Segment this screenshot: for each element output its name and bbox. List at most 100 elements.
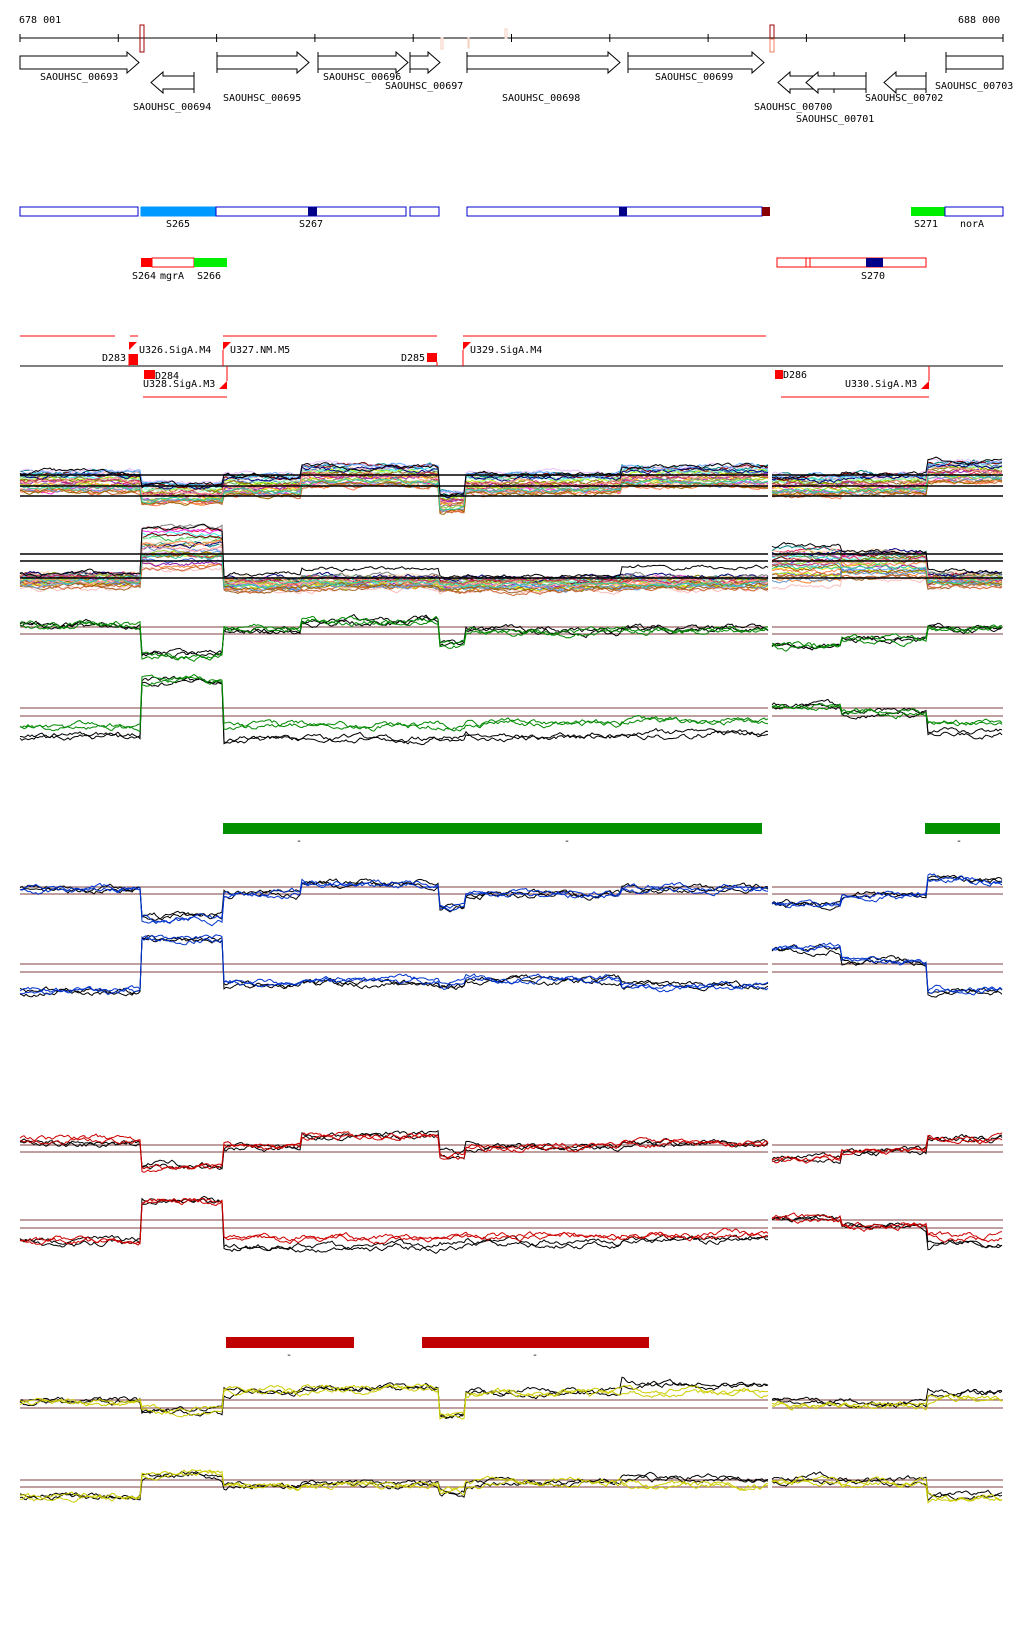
feature-S264[interactable] <box>141 258 152 267</box>
gene-arrow-SAOUHSC_00697[interactable] <box>409 50 441 75</box>
segment-bar[interactable] <box>226 1337 354 1348</box>
profile-series-colored <box>19 880 769 927</box>
feature-mgrA[interactable] <box>151 257 195 268</box>
profile-series-black <box>19 613 769 657</box>
feature-segment[interactable] <box>776 257 927 268</box>
gene-arrow-SAOUHSC_00702[interactable] <box>883 70 927 95</box>
feature-S266[interactable] <box>194 258 227 267</box>
gene-label[interactable]: SAOUHSC_00700 <box>754 102 832 113</box>
gene-label[interactable]: SAOUHSC_00702 <box>865 93 943 104</box>
profile-series-colored <box>771 944 1003 996</box>
profile-series-colored <box>771 1215 1003 1243</box>
gene-label[interactable]: SAOUHSC_00696 <box>323 72 401 83</box>
position-marker <box>467 37 470 49</box>
transcript-label: D285 <box>401 353 425 364</box>
feature-S271[interactable] <box>911 207 945 216</box>
d286-marker[interactable] <box>775 370 783 379</box>
profile-series-black <box>771 1133 1003 1160</box>
profile-series-black <box>19 937 769 998</box>
profile-series-colored <box>771 1134 1003 1164</box>
segment-bar[interactable] <box>925 823 1000 834</box>
feature-label: S271 <box>914 219 938 230</box>
feature-mark[interactable] <box>619 207 627 216</box>
gene-label[interactable]: SAOUHSC_00693 <box>40 72 118 83</box>
profile-series-colored <box>19 1469 769 1503</box>
d284-marker[interactable] <box>144 370 155 379</box>
segment-label: - <box>532 1350 538 1361</box>
gene-arrow-SAOUHSC_00696[interactable] <box>317 50 409 75</box>
feature-norA[interactable] <box>944 206 1004 217</box>
gene-label[interactable]: SAOUHSC_00695 <box>223 93 301 104</box>
profile-series <box>19 545 769 593</box>
gene-label[interactable]: SAOUHSC_00703 <box>935 81 1013 92</box>
profile-series-colored <box>19 673 769 732</box>
profile-series-colored <box>771 942 1003 993</box>
gene-arrow-SAOUHSC_00699[interactable] <box>627 50 765 75</box>
profile-series <box>771 548 1003 578</box>
ruler-start-label: 678 001 <box>19 15 61 26</box>
feature-segment[interactable] <box>19 206 139 217</box>
profile-series <box>19 541 769 583</box>
profile-series-colored <box>19 1131 769 1173</box>
profile-series <box>771 570 1003 587</box>
profile-series <box>771 549 1003 578</box>
profile-series-colored <box>19 676 769 733</box>
feature-label: norA <box>960 219 984 230</box>
gene-label[interactable]: SAOUHSC_00694 <box>133 102 211 113</box>
feature-S265[interactable] <box>140 206 217 217</box>
transcript-label: U328.SigA.M3 <box>143 379 215 390</box>
profile-series-colored <box>771 1393 1003 1411</box>
segment-bar[interactable] <box>422 1337 649 1348</box>
profile-series-black <box>19 676 769 746</box>
profile-series-colored <box>19 878 769 924</box>
gene-label[interactable]: SAOUHSC_00701 <box>796 114 874 125</box>
gene-arrow-SAOUHSC_00693[interactable] <box>19 50 140 75</box>
profile-series-black <box>771 702 1003 740</box>
position-marker <box>504 28 508 39</box>
profile-series <box>771 558 1003 582</box>
d283-marker[interactable] <box>129 354 138 365</box>
gene-arrow-SAOUHSC_00701[interactable] <box>805 70 867 95</box>
transcript-label: D283 <box>102 353 126 364</box>
red-segment-bars: - - <box>226 1337 649 1361</box>
gene-label[interactable]: SAOUHSC_00697 <box>385 81 463 92</box>
profile-series-black <box>19 1129 769 1170</box>
tss-flag-icon <box>921 381 929 389</box>
profile-series-colored <box>771 1480 1003 1504</box>
gene-label[interactable]: SAOUHSC_00698 <box>502 93 580 104</box>
expression-profiles <box>19 456 1003 1504</box>
gene-label[interactable]: SAOUHSC_00699 <box>655 72 733 83</box>
profile-series-black <box>19 1198 769 1255</box>
gene-arrow-SAOUHSC_00698[interactable] <box>466 50 621 75</box>
profile-series-colored <box>771 703 1003 726</box>
profile-series <box>19 553 769 589</box>
feature-segment[interactable] <box>409 206 440 217</box>
feature-S270[interactable] <box>866 258 883 267</box>
tss-flag-icon <box>219 381 227 389</box>
profile-series-colored <box>19 1132 769 1170</box>
position-marker <box>139 24 145 53</box>
profile-series-black <box>771 622 1003 650</box>
profile-series-black <box>772 875 1003 906</box>
green-segment-bars: - - - <box>223 823 1000 847</box>
position-marker <box>769 24 775 40</box>
ruler-ticks <box>19 34 1004 42</box>
feature-S267[interactable] <box>308 207 317 216</box>
feature-label: S267 <box>299 219 323 230</box>
tss-flag-icon <box>223 342 231 350</box>
profile-series-black <box>771 698 1003 735</box>
gene-arrow-SAOUHSC_00703[interactable] <box>945 55 1004 70</box>
transcript-label: D286 <box>783 370 807 381</box>
feature-mark[interactable] <box>762 207 770 216</box>
tss-flag-icon <box>463 342 471 350</box>
profile-series-colored <box>771 625 1003 652</box>
profile-series <box>19 462 769 494</box>
gene-arrow-SAOUHSC_00694[interactable] <box>150 70 195 95</box>
feature-label: S265 <box>166 219 190 230</box>
gene-arrow-SAOUHSC_00695[interactable] <box>216 50 310 75</box>
feature-label: S270 <box>861 271 885 282</box>
segment-bar[interactable] <box>223 823 762 834</box>
d285-marker[interactable] <box>427 353 437 362</box>
feature-segment[interactable] <box>466 206 763 217</box>
position-marker <box>440 37 444 50</box>
